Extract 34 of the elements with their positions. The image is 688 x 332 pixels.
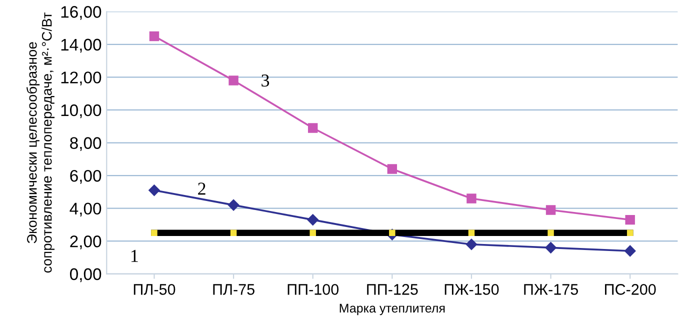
y-tick-label: 6,00 (70, 170, 102, 184)
point (149, 31, 160, 42)
series-label: 1 (131, 250, 138, 262)
series-label: 2 (198, 182, 206, 195)
point (387, 164, 398, 174)
point (466, 238, 478, 250)
y-tick-label: 16,00 (61, 6, 102, 20)
x-tick-label: ПЛ-50 (134, 284, 176, 295)
x-tick-label: ПП-100 (288, 284, 339, 295)
y-tick-label: 8,00 (70, 137, 102, 151)
point (228, 199, 240, 211)
point (546, 205, 556, 215)
point (308, 123, 318, 133)
point (307, 214, 318, 226)
point (148, 184, 160, 196)
x-axis-title: Марка утеплителя (340, 304, 445, 316)
y-tick-label: 2,00 (70, 236, 102, 250)
x-tick-label: ПП-125 (367, 284, 418, 295)
x-tick-label: ПЖ-150 (444, 284, 499, 295)
x-tick-label: ПЖ-175 (524, 284, 578, 295)
x-tick-label: ПС-200 (605, 284, 656, 295)
y-tick-label: 0,00 (70, 268, 102, 282)
y-tick-label: 12,00 (61, 72, 102, 86)
point (545, 242, 556, 254)
point (466, 194, 476, 204)
series-label: 3 (262, 74, 270, 87)
point (624, 245, 636, 257)
point (228, 76, 238, 86)
y-tick-label: 10,00 (61, 104, 102, 118)
y-axis-title: Экономически целесообразное сопротивление теплопередаче, м²·°С/Вт (26, 12, 55, 273)
x-tick-label: ПЛ-75 (213, 284, 254, 295)
point (625, 214, 635, 225)
y-tick-label: 4,00 (70, 202, 102, 216)
y-tick-label: 14,00 (61, 38, 102, 53)
